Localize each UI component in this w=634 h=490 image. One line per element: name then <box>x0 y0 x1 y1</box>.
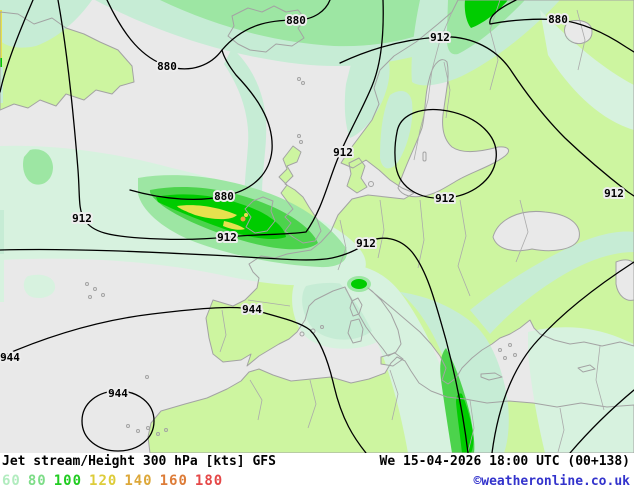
legend-value: 180 <box>194 473 224 489</box>
contour-label: 880 <box>214 190 234 203</box>
copyright-link[interactable]: ©weatheronline.co.uk <box>473 474 630 489</box>
map-caption: Jet stream/Height 300 hPa [kts] GFS We 1… <box>0 453 634 490</box>
contour-label: 880 <box>548 13 568 26</box>
contour-label: 912 <box>435 192 455 205</box>
legend-value: 140 <box>124 473 153 489</box>
coastlines <box>0 0 634 453</box>
map-datetime: We 15-04-2026 18:00 UTC (00+138) <box>379 454 630 469</box>
contour-label: 912 <box>333 146 353 159</box>
windspeed-legend: 60 80 100 120 140 160 180 <box>2 470 230 489</box>
legend-value: 80 <box>27 473 47 489</box>
contour-label: 944 <box>0 351 20 364</box>
contour-label: 880 <box>286 14 306 27</box>
contour-label: 944 <box>242 303 262 316</box>
legend-value: 160 <box>159 473 188 489</box>
legend-value: 60 <box>2 473 21 489</box>
contour-label: 912 <box>356 237 376 250</box>
contour-label: 912 <box>430 31 450 44</box>
jetstream-map: 880 880 880 880 912 912 912 912 912 912 912 944 944 9… <box>0 0 634 453</box>
contour-label: 912 <box>217 231 237 244</box>
contour-label: 880 <box>157 60 177 73</box>
height-contours <box>0 0 634 453</box>
legend-value: 120 <box>89 473 118 489</box>
contour-labels: 880 880 880 880 912 912 912 912 912 912 912 944 944 9… <box>0 11 626 402</box>
contour-label: 944 <box>108 387 128 400</box>
legend-value: 100 <box>53 473 83 489</box>
country-borders <box>219 0 605 453</box>
map-title: Jet stream/Height 300 hPa [kts] GFS <box>2 454 276 469</box>
contour-label: 912 <box>604 187 624 200</box>
contour-label: 912 <box>72 212 92 225</box>
